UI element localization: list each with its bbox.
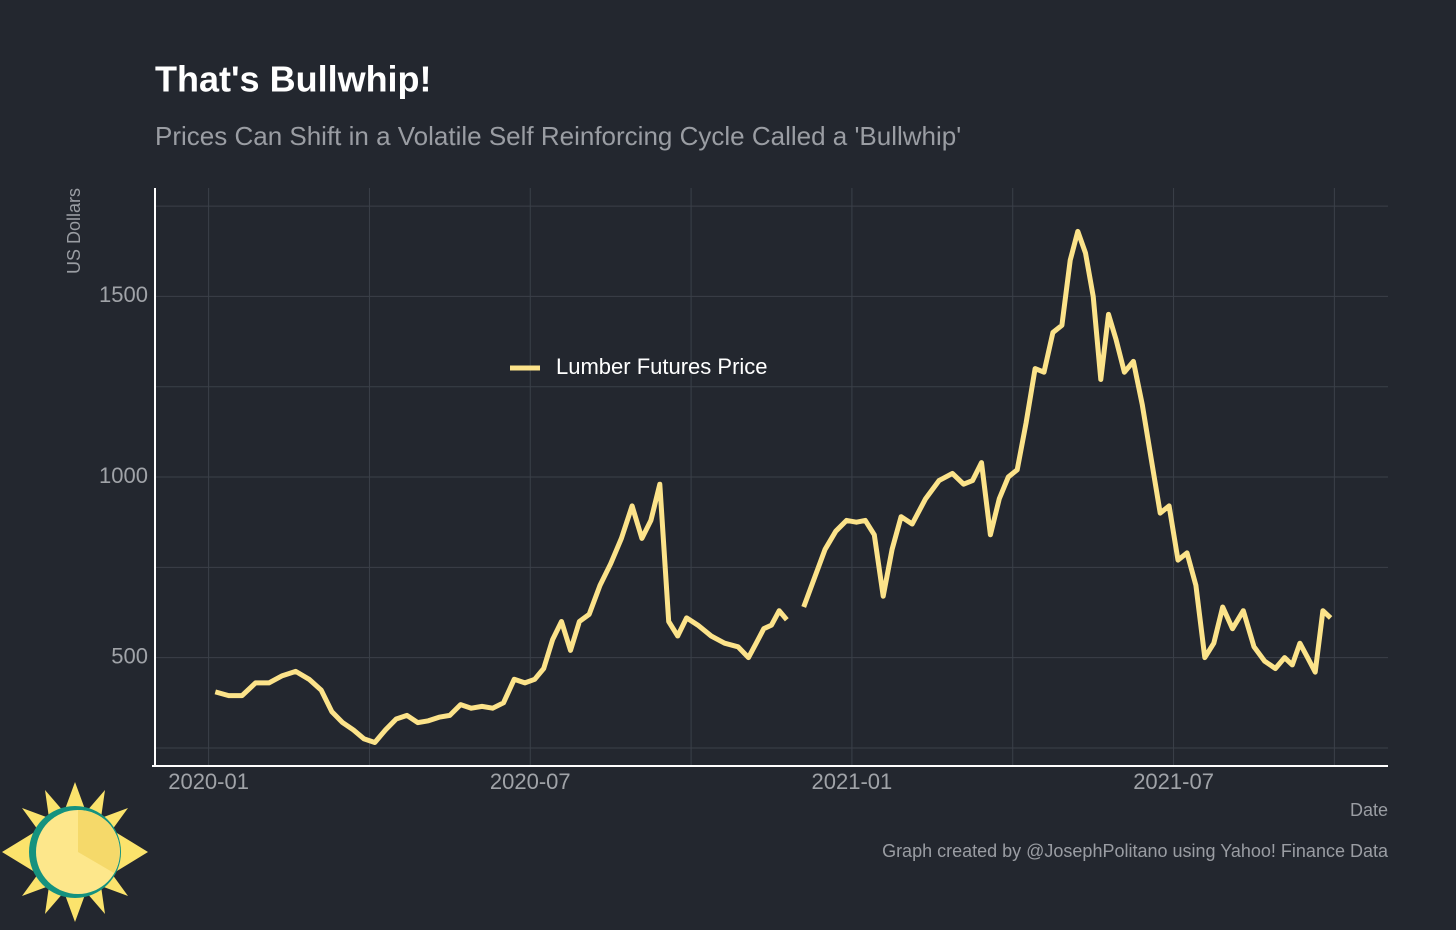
x-axis-label: Date [1350, 800, 1388, 820]
caption: Graph created by @JosephPolitano using Y… [882, 841, 1389, 861]
x-tick-label: 2020-01 [168, 769, 249, 794]
y-tick-label: 500 [111, 643, 148, 668]
chart-subtitle: Prices Can Shift in a Volatile Self Rein… [155, 121, 961, 151]
legend-label: Lumber Futures Price [556, 354, 768, 379]
data-line [214, 228, 1333, 745]
x-tick-label: 2020-07 [490, 769, 571, 794]
y-axis-label: US Dollars [64, 188, 84, 274]
chart-title: That's Bullwhip! [155, 59, 432, 100]
grid [155, 188, 1388, 766]
logo [2, 782, 148, 922]
y-tick-label: 1000 [99, 463, 148, 488]
x-tick-label: 2021-07 [1133, 769, 1214, 794]
logo-shade [78, 810, 120, 873]
x-tick-label: 2021-01 [812, 769, 893, 794]
y-tick-label: 1500 [99, 282, 148, 307]
